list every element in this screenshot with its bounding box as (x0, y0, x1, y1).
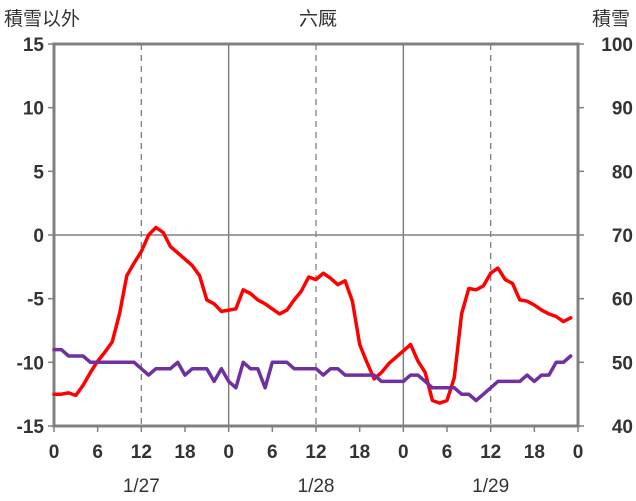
x-tick-label: 0 (49, 442, 60, 463)
x-tick-label: 6 (267, 442, 278, 463)
left-tick-label: 0 (33, 226, 44, 247)
right-tick-label: 90 (612, 99, 633, 120)
x-tick-label: 12 (131, 442, 152, 463)
left-tick-label: 15 (23, 35, 45, 56)
temperature-line (52, 225, 573, 405)
x-axis-ticks: 0 6 12 18 0 6 12 18 0 6 12 18 0 (49, 426, 584, 463)
left-tick-label: 10 (23, 99, 44, 120)
left-tick-label: 5 (33, 162, 44, 183)
right-tick-label: 50 (612, 353, 633, 374)
x-tick-label: 0 (398, 442, 409, 463)
left-axis-title: 積雪以外 (4, 8, 80, 30)
date-label: 1/28 (298, 476, 335, 497)
date-label: 1/29 (472, 476, 509, 497)
right-tick-label: 40 (612, 417, 633, 438)
x-tick-label: 12 (480, 442, 501, 463)
chart-title: 六厩 (299, 8, 337, 30)
right-axis-ticks: 100 90 80 70 60 50 40 (578, 35, 633, 438)
left-tick-label: -5 (27, 290, 44, 311)
right-axis-title: 積雪 (592, 8, 630, 30)
left-axis-ticks: 15 10 5 0 -5 -10 -15 (17, 35, 54, 438)
x-tick-label: 18 (524, 442, 545, 463)
series-layer (52, 225, 573, 405)
x-tick-label: 0 (573, 442, 584, 463)
right-tick-label: 70 (612, 226, 633, 247)
x-tick-label: 18 (174, 442, 195, 463)
snow-depth-line (52, 347, 573, 403)
x-tick-label: 6 (442, 442, 453, 463)
date-labels: 1/27 1/28 1/29 (123, 476, 509, 497)
x-tick-label: 12 (305, 442, 326, 463)
x-tick-label: 6 (92, 442, 103, 463)
x-tick-label: 18 (349, 442, 370, 463)
left-tick-label: -10 (17, 353, 44, 374)
right-tick-label: 80 (612, 162, 633, 183)
right-tick-label: 100 (601, 35, 633, 56)
right-tick-label: 60 (612, 290, 633, 311)
left-tick-label: -15 (17, 417, 45, 438)
date-label: 1/27 (123, 476, 160, 497)
grid-lines (54, 44, 578, 426)
x-tick-label: 0 (223, 442, 234, 463)
